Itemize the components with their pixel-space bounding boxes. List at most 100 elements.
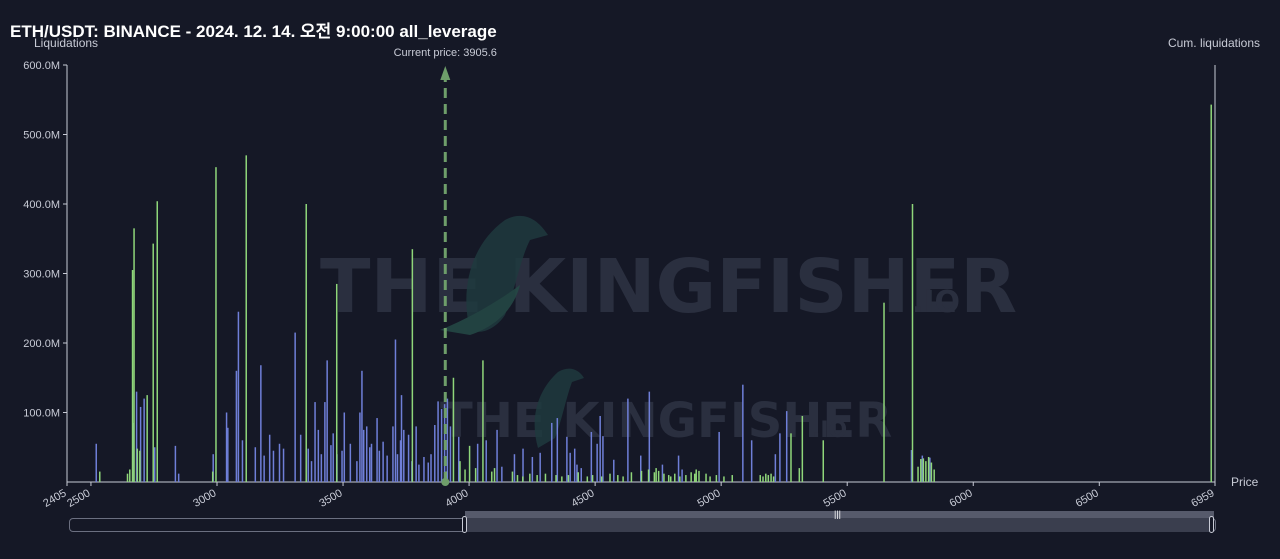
liquidation-bar[interactable] (765, 473, 767, 482)
liquidation-bar[interactable] (655, 468, 657, 482)
liquidation-bar[interactable] (622, 476, 624, 482)
liquidation-bar[interactable] (415, 426, 417, 482)
liquidation-bar[interactable] (99, 471, 101, 482)
liquidation-bar[interactable] (392, 426, 394, 482)
range-slider-grip-icon[interactable]: ||| (834, 509, 842, 519)
liquidation-bar[interactable] (731, 475, 734, 482)
liquidation-bar[interactable] (485, 440, 487, 482)
liquidation-bar[interactable] (613, 459, 615, 482)
liquidation-bar[interactable] (133, 228, 135, 482)
liquidation-bar[interactable] (294, 332, 296, 482)
liquidation-bar[interactable] (382, 441, 384, 482)
liquidation-bar[interactable] (129, 469, 131, 482)
liquidation-bar[interactable] (386, 455, 388, 482)
liquidation-bar[interactable] (139, 450, 141, 482)
liquidation-bar[interactable] (681, 469, 683, 482)
liquidation-bar[interactable] (403, 429, 405, 482)
range-slider-window[interactable] (465, 518, 1214, 532)
liquidation-bar[interactable] (332, 433, 334, 482)
liquidation-bar[interactable] (143, 398, 145, 482)
liquidation-bar[interactable] (630, 472, 633, 482)
liquidation-bar[interactable] (341, 450, 343, 482)
liquidation-bar[interactable] (586, 476, 589, 482)
liquidation-bar[interactable] (770, 473, 772, 482)
liquidation-bar[interactable] (922, 458, 925, 482)
liquidation-bar[interactable] (225, 412, 228, 483)
liquidation-bar[interactable] (237, 311, 240, 482)
liquidation-bar[interactable] (511, 471, 514, 482)
liquidation-bar[interactable] (177, 473, 180, 482)
liquidation-bar[interactable] (241, 440, 244, 482)
liquidation-bar[interactable] (434, 425, 436, 482)
liquidation-bar[interactable] (501, 466, 503, 482)
liquidation-bar[interactable] (299, 434, 302, 482)
liquidation-bar[interactable] (278, 443, 281, 482)
liquidation-bar[interactable] (573, 448, 576, 482)
liquidation-bar[interactable] (305, 204, 307, 482)
liquidation-bar[interactable] (640, 470, 643, 482)
liquidation-bar[interactable] (464, 469, 466, 482)
liquidation-bar[interactable] (577, 472, 579, 482)
liquidation-bar[interactable] (718, 431, 720, 482)
liquidation-bar[interactable] (457, 436, 460, 482)
liquidation-bar[interactable] (653, 472, 656, 482)
liquidation-bar[interactable] (437, 401, 439, 482)
liquidation-bar[interactable] (317, 429, 320, 482)
liquidation-bar[interactable] (152, 243, 154, 482)
range-slider-left-handle[interactable] (462, 516, 467, 533)
liquidation-bar[interactable] (566, 436, 568, 482)
liquidation-bar[interactable] (774, 454, 777, 482)
liquidation-bar[interactable] (551, 422, 553, 482)
liquidation-bar[interactable] (156, 201, 158, 482)
liquidation-bar[interactable] (212, 454, 214, 482)
liquidation-bar[interactable] (647, 469, 650, 482)
liquidation-bar[interactable] (365, 426, 368, 482)
liquidation-bar[interactable] (539, 452, 541, 482)
liquidation-bar[interactable] (361, 370, 363, 482)
liquidation-bar[interactable] (396, 454, 399, 482)
liquidation-bar[interactable] (1210, 104, 1212, 483)
liquidation-bar[interactable] (590, 431, 593, 482)
liquidation-bar[interactable] (599, 415, 601, 482)
liquidation-bar[interactable] (370, 443, 373, 482)
liquidation-bar[interactable] (516, 475, 519, 482)
liquidation-bar[interactable] (394, 339, 397, 482)
liquidation-bar[interactable] (227, 427, 229, 482)
liquidation-bar[interactable] (529, 473, 531, 482)
liquidation-bar[interactable] (263, 455, 265, 482)
liquidation-bar[interactable] (399, 440, 402, 482)
liquidation-bar[interactable] (513, 454, 516, 482)
liquidation-bar[interactable] (343, 412, 346, 483)
liquidation-bar[interactable] (555, 475, 557, 482)
liquidation-bar[interactable] (272, 450, 275, 482)
liquidation-bar[interactable] (648, 391, 651, 482)
liquidation-bar[interactable] (482, 360, 484, 482)
liquidation-bar[interactable] (910, 450, 913, 482)
liquidation-bar[interactable] (446, 398, 449, 482)
liquidation-bar[interactable] (536, 475, 538, 482)
liquidation-bar[interactable] (667, 475, 670, 482)
liquidation-bar[interactable] (174, 445, 177, 482)
liquidation-bar[interactable] (927, 456, 930, 482)
liquidation-bar[interactable] (723, 476, 725, 482)
liquidation-bar[interactable] (282, 448, 285, 482)
liquidation-bar[interactable] (531, 456, 534, 482)
liquidation-bar[interactable] (411, 249, 414, 482)
liquidation-bar[interactable] (449, 426, 452, 482)
liquidation-bar[interactable] (254, 447, 257, 482)
liquidation-chart[interactable]: THE KINGFISHER .IO THE KINGFISHER .IO 60… (0, 0, 1280, 510)
liquidation-bar[interactable] (695, 469, 697, 482)
liquidation-bar[interactable] (580, 468, 583, 482)
liquidation-bar[interactable] (693, 473, 696, 482)
liquidation-bar[interactable] (742, 384, 744, 482)
liquidation-bar[interactable] (798, 468, 801, 482)
liquidation-bar[interactable] (801, 415, 804, 482)
liquidation-bar[interactable] (920, 459, 922, 482)
liquidation-bar[interactable] (929, 457, 931, 482)
liquidation-bar[interactable] (679, 476, 681, 482)
liquidation-bar[interactable] (609, 473, 611, 482)
liquidation-bar[interactable] (685, 475, 687, 482)
liquidation-bar[interactable] (602, 436, 604, 482)
liquidation-bar[interactable] (674, 473, 676, 482)
liquidation-bar[interactable] (132, 422, 135, 482)
